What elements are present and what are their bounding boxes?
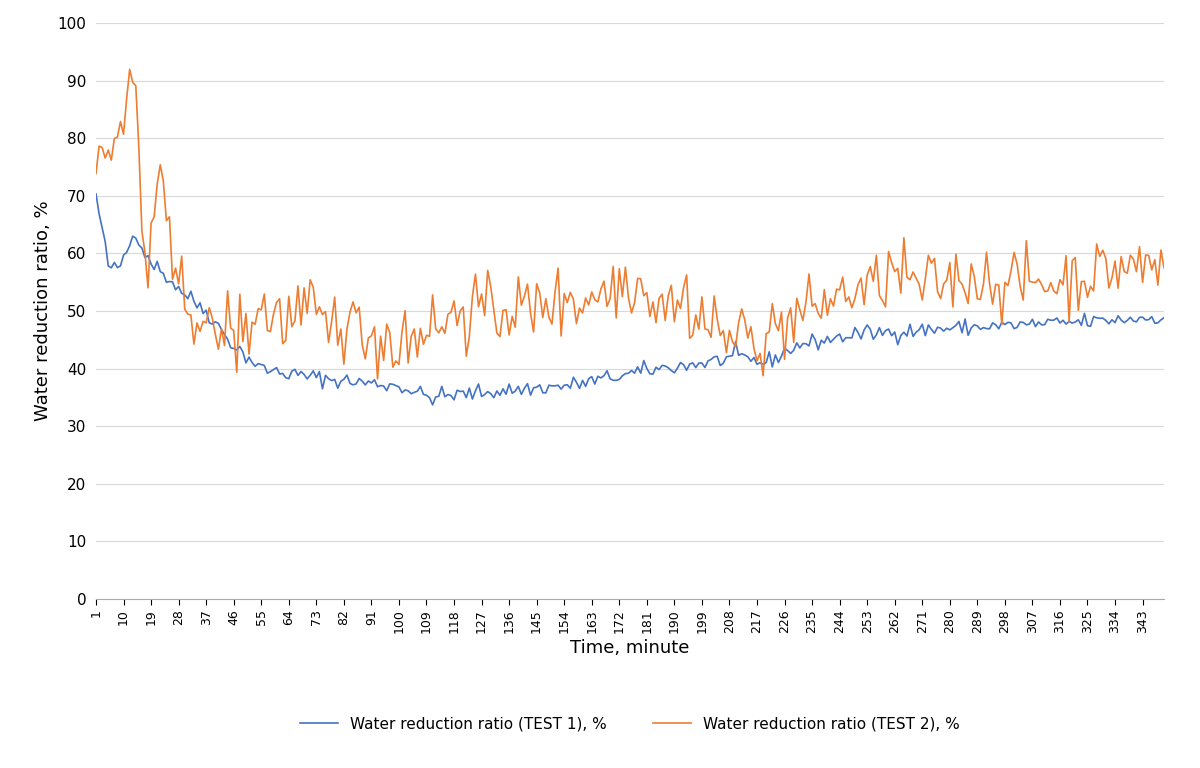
Water reduction ratio (TEST 1), % xyxy=(1157,313,1171,323)
Water reduction ratio (TEST 2), % xyxy=(379,319,394,329)
Water reduction ratio (TEST 2), % xyxy=(122,65,137,74)
Water reduction ratio (TEST 1), % xyxy=(373,381,388,390)
Water reduction ratio (TEST 2), % xyxy=(725,337,739,346)
Line: Water reduction ratio (TEST 1), %: Water reduction ratio (TEST 1), % xyxy=(96,194,1164,405)
Water reduction ratio (TEST 2), % xyxy=(89,169,103,178)
Water reduction ratio (TEST 2), % xyxy=(1117,267,1132,276)
Line: Water reduction ratio (TEST 2), %: Water reduction ratio (TEST 2), % xyxy=(96,69,1164,379)
Water reduction ratio (TEST 2), % xyxy=(1157,263,1171,273)
Water reduction ratio (TEST 1), % xyxy=(661,363,676,372)
Legend: Water reduction ratio (TEST 1), %, Water reduction ratio (TEST 2), %: Water reduction ratio (TEST 1), %, Water… xyxy=(294,710,966,737)
Water reduction ratio (TEST 2), % xyxy=(1147,255,1162,264)
Water reduction ratio (TEST 1), % xyxy=(722,352,737,361)
Water reduction ratio (TEST 1), % xyxy=(584,372,599,381)
Water reduction ratio (TEST 1), % xyxy=(426,400,440,409)
Water reduction ratio (TEST 1), % xyxy=(89,189,103,198)
Water reduction ratio (TEST 1), % xyxy=(1114,316,1128,325)
Water reduction ratio (TEST 2), % xyxy=(664,280,678,290)
Water reduction ratio (TEST 1), % xyxy=(1145,312,1159,321)
Y-axis label: Water reduction ratio, %: Water reduction ratio, % xyxy=(34,200,52,422)
Water reduction ratio (TEST 2), % xyxy=(371,374,385,383)
Water reduction ratio (TEST 2), % xyxy=(588,295,602,304)
X-axis label: Time, minute: Time, minute xyxy=(570,639,690,657)
